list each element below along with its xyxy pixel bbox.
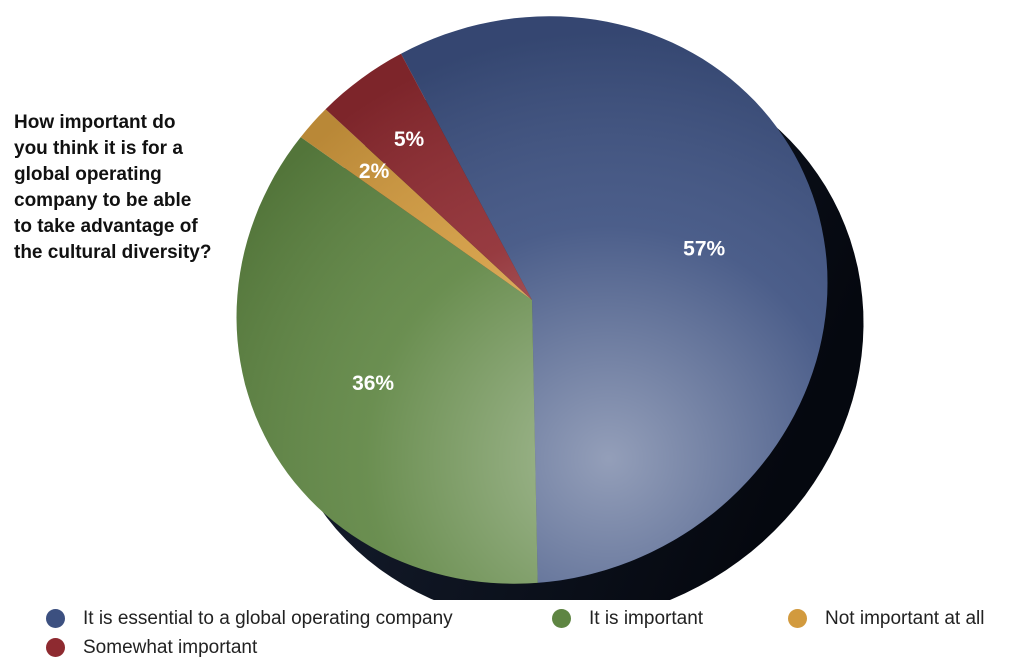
legend-item-important: It is important [552, 608, 788, 630]
legend-swatch-somewhat [46, 638, 65, 657]
data-label-important: 36% [352, 372, 394, 395]
pie-chart: 57% 36% 2%5% [236, 16, 864, 600]
legend-item-somewhat: Somewhat important [46, 637, 257, 659]
legend-item-essential: It is essential to a global operating co… [46, 608, 552, 630]
legend-swatch-essential [46, 609, 65, 628]
data-label-not-important: 2% [359, 160, 390, 183]
pie-top-layer [236, 16, 828, 584]
chart-title: How important do you think it is for a g… [14, 112, 212, 263]
pie-label-layer: 57% 36% 2%5% [352, 128, 725, 395]
legend-item-not-important: Not important at all [788, 608, 984, 630]
legend-label-essential: It is essential to a global operating co… [83, 607, 453, 629]
data-label-essential: 57% [683, 237, 725, 260]
pie-highlight [236, 16, 828, 584]
legend: It is essential to a global operating co… [46, 604, 1016, 662]
legend-swatch-important [552, 609, 571, 628]
legend-row-1: It is essential to a global operating co… [46, 604, 1016, 633]
legend-row-2: Somewhat important [46, 633, 1016, 662]
legend-label-important: It is important [589, 607, 704, 629]
legend-swatch-not-important [788, 609, 807, 628]
legend-label-not-important: Not important at all [825, 607, 985, 629]
legend-label-somewhat: Somewhat important [83, 636, 258, 658]
data-label-somewhat: 5% [394, 128, 425, 151]
